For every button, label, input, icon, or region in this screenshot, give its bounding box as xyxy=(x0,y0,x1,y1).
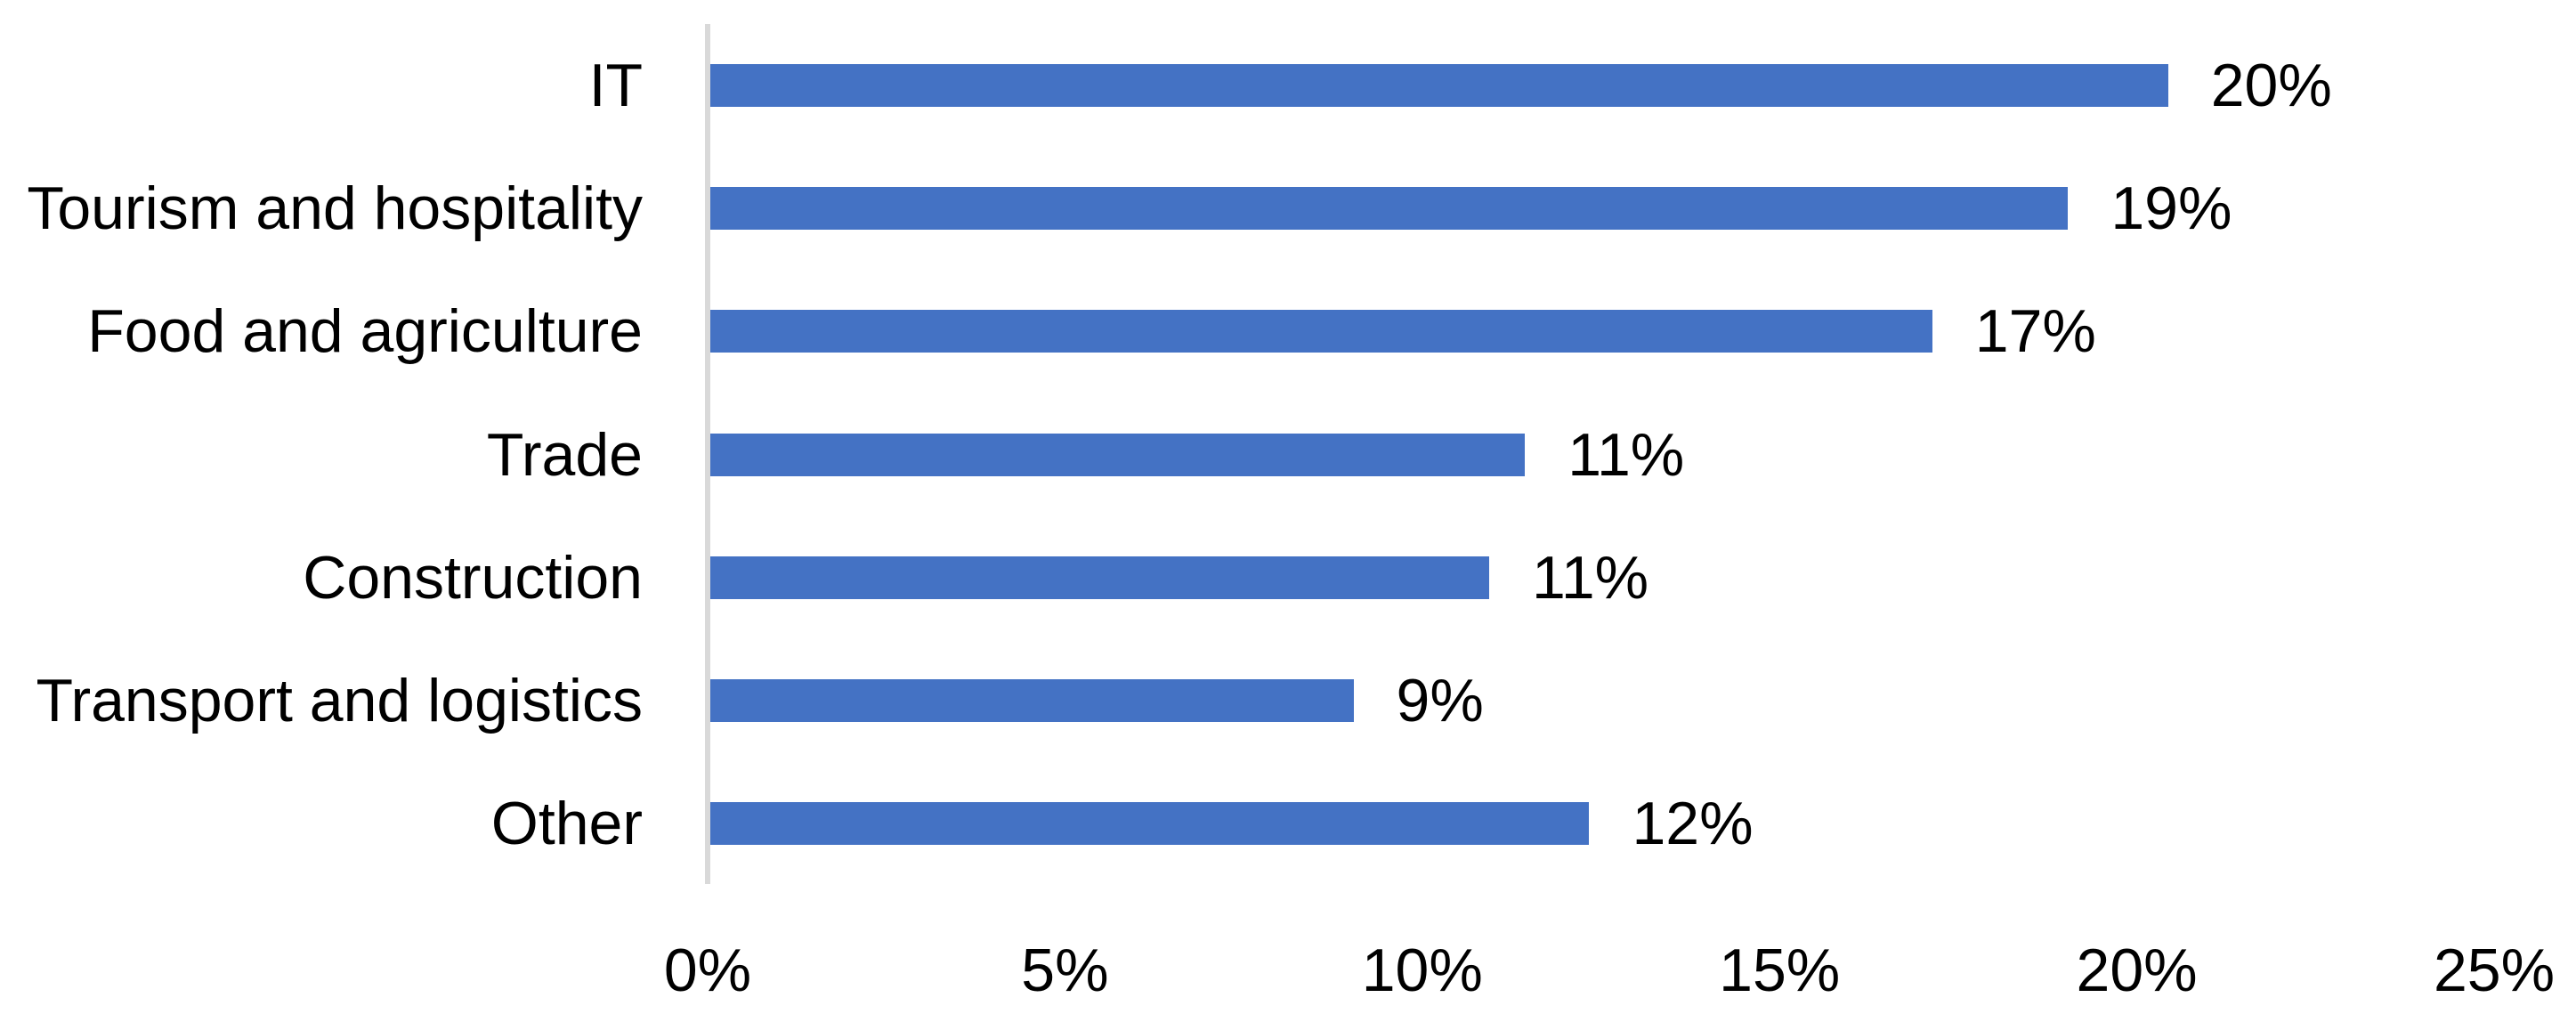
x-axis-tick-label: 20% xyxy=(2076,937,2198,1004)
bar xyxy=(710,310,1932,353)
bar xyxy=(710,187,2069,231)
value-label: 12% xyxy=(1632,790,1754,858)
x-axis-tick-label: 15% xyxy=(1719,937,1841,1004)
category-label: IT xyxy=(588,52,643,120)
category-label: Other xyxy=(490,790,643,858)
bar xyxy=(710,433,1526,476)
bar xyxy=(710,64,2168,108)
value-label: 19% xyxy=(2110,174,2232,243)
value-label: 11% xyxy=(1532,543,1649,612)
category-axis-line xyxy=(705,24,710,884)
category-label: Construction xyxy=(303,543,643,612)
category-label: Tourism and hospitality xyxy=(27,174,643,243)
bar xyxy=(710,678,1354,722)
x-axis-tick-label: 0% xyxy=(663,937,752,1004)
value-label: 17% xyxy=(1974,297,2096,366)
value-label: 11% xyxy=(1567,420,1685,489)
bar xyxy=(710,802,1590,846)
value-label: 9% xyxy=(1396,666,1484,734)
bar xyxy=(710,556,1490,599)
value-label: 20% xyxy=(2210,52,2332,120)
x-axis-tick-label: 5% xyxy=(1021,937,1109,1004)
x-axis-tick-label: 10% xyxy=(1361,937,1483,1004)
category-label: Food and agriculture xyxy=(87,297,643,366)
category-label: Transport and logistics xyxy=(36,666,643,734)
category-label: Trade xyxy=(486,420,643,489)
x-axis-tick-label: 25% xyxy=(2433,937,2556,1004)
